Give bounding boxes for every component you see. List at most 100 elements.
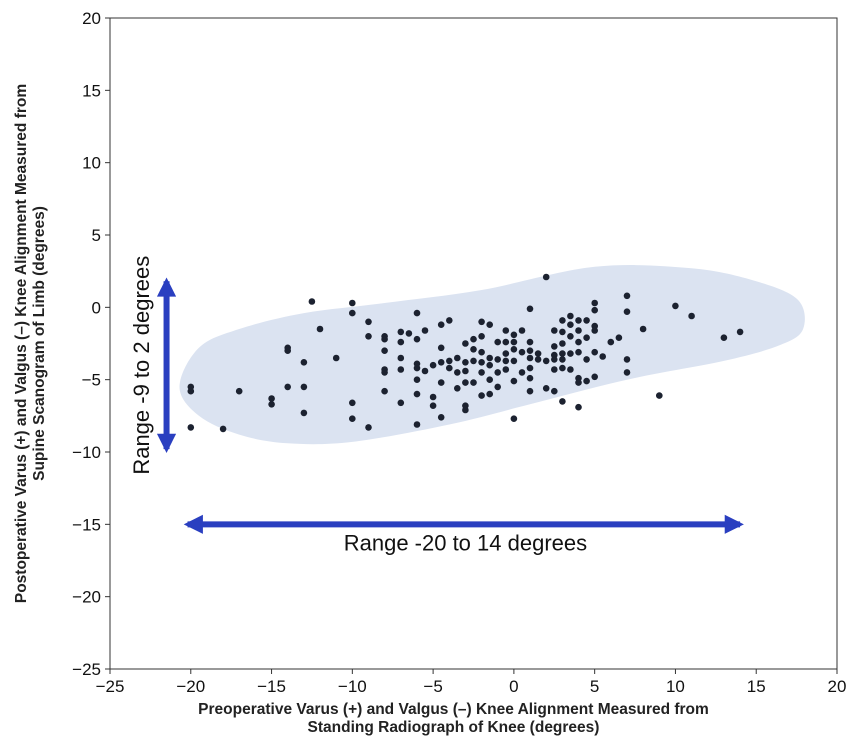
data-point [437,359,445,366]
data-point [607,338,615,346]
data-point [486,376,494,384]
data-point [349,299,356,307]
data-point [559,317,566,324]
x-axis-title-line: Standing Radiograph of Knee (degrees) [308,719,600,736]
data-point [526,354,534,362]
horizontal-range-label: Range -20 to 14 degrees [344,530,587,555]
data-point [510,357,518,365]
x-tick-label: 0 [509,677,518,696]
data-point [502,357,510,365]
data-point [397,399,405,407]
data-point [268,395,275,402]
data-point [470,357,477,365]
data-point [551,366,558,373]
y-tick-label: −10 [72,443,101,462]
data-point [575,317,582,324]
data-point [413,376,421,384]
x-tick-label: −15 [257,677,286,696]
data-point [413,421,421,428]
y-tick-label: −15 [72,515,101,534]
data-point [454,369,461,376]
data-point [413,364,421,372]
data-point [688,312,695,320]
data-point [421,367,429,375]
data-point [300,383,308,391]
data-point [656,392,663,399]
y-tick-label: 10 [82,154,101,173]
data-point [551,387,558,395]
y-tick-label: 0 [92,298,101,317]
x-tick-label: 15 [747,677,766,696]
data-point [284,383,292,391]
data-point [494,356,502,363]
data-point [300,359,308,366]
data-point [429,361,437,369]
data-point [462,379,469,386]
data-point [486,361,494,369]
y-tick-label: 20 [82,9,101,28]
x-axis-title-line: Preoperative Varus (+) and Valgus (–) Kn… [198,701,709,718]
data-point [494,338,502,346]
data-point [486,354,494,362]
data-point [308,298,316,305]
data-point [526,387,534,395]
data-point [446,357,453,365]
data-point [462,340,469,347]
data-point [478,369,485,376]
data-point [502,366,510,373]
data-point [478,333,485,340]
data-point [599,353,606,360]
x-tick-label: −5 [423,677,442,696]
data-point [542,273,550,281]
data-point [518,327,526,334]
data-point [494,369,502,376]
data-point [510,331,518,339]
data-point [470,335,477,343]
data-point [615,334,623,342]
data-point [526,374,534,382]
data-point [526,364,534,372]
confidence-ellipse-layer [179,265,805,445]
y-axis-title-line: Supine Scanogram of Limb (degrees) [31,206,48,481]
data-point [381,369,388,376]
data-point [510,346,518,353]
data-point [567,321,574,329]
axis-titles-layer: Preoperative Varus (+) and Valgus (–) Kn… [13,84,709,736]
data-point [518,348,526,356]
data-point [397,328,405,336]
y-tick-label: −5 [82,371,101,390]
data-point [397,354,405,362]
data-point [494,383,502,391]
data-point [567,312,574,320]
data-point [462,406,469,414]
plot-frame [109,17,838,670]
data-point [559,398,566,405]
data-point [502,350,510,357]
data-point [551,356,558,363]
data-point [381,387,388,395]
data-point [316,325,324,333]
data-point [575,403,582,411]
data-point [437,414,445,421]
data-point [591,348,598,356]
data-point [284,347,292,355]
data-point [365,333,372,340]
x-tick-label: 10 [666,677,685,696]
data-point [502,327,510,334]
data-point [397,338,405,346]
x-tick-label: −25 [96,677,125,696]
data-point [526,347,534,355]
data-point [478,359,485,366]
data-point [591,299,598,307]
data-point [437,379,445,386]
data-point [462,359,469,366]
data-point [381,335,388,343]
data-point [583,377,590,385]
data-point [720,334,728,342]
data-point [349,415,356,423]
shaded-ellipse-region [179,265,805,445]
data-point [736,328,744,336]
data-point [446,364,453,372]
data-point [413,390,421,398]
